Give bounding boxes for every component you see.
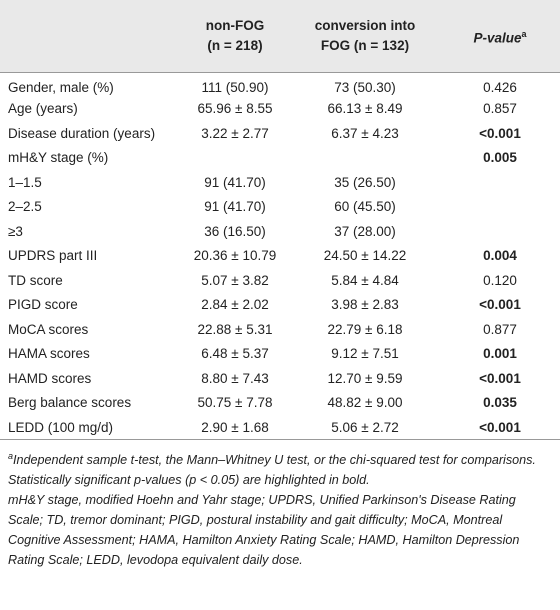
table-cell [290,146,440,171]
p-value-cell: 0.877 [483,321,517,337]
row-label: Gender, male (%) [8,80,114,95]
header-line: FOG (n = 132) [320,37,410,53]
table-cell: 3.22 ± 2.77 [201,125,269,141]
row-label: LEDD (100 mg/d) [8,419,114,435]
table-row: TD score 5.07 ± 3.82 5.84 ± 4.84 0.120 [0,268,560,293]
table-row: MoCA scores 22.88 ± 5.31 22.79 ± 6.18 0.877 [0,317,560,342]
table-cell: 22.79 ± 6.18 [327,321,403,337]
p-value-cell [440,170,560,195]
table-row: 1–1.5 91 (41.70) 35 (26.50) [0,170,560,195]
table-cell: 50.75 ± 7.78 [197,395,273,411]
table-cell: 5.06 ± 2.72 [331,419,399,435]
row-label: 1–1.5 [8,174,42,190]
footnotes: aIndependent sample t-test, the Mann–Whi… [0,440,560,570]
table-cell: 36 (16.50) [204,223,266,239]
table-cell: 5.07 ± 3.82 [201,272,269,288]
footnote: mH&Y stage, modified Hoehn and Yahr stag… [8,490,552,570]
p-value-cell: 0.857 [483,101,517,117]
table-cell: 22.88 ± 5.31 [197,321,273,337]
table-cell: 48.82 ± 9.00 [327,395,403,411]
row-label: mH&Y stage (%) [8,150,109,166]
table-row: Age (years) 65.96 ± 8.55 66.13 ± 8.49 0.857 [0,97,560,122]
table-cell: 37 (28.00) [334,223,396,239]
footnote-marker: a [8,451,14,461]
header-cell: conversion into FOG (n = 132) [290,0,440,72]
p-value-cell: <0.001 [479,419,521,435]
footnote-text: Independent sample t-test, the Mann–Whit… [8,453,536,488]
header-cell [0,0,180,72]
table-header: non-FOG (n = 218) conversion into FOG (n =… [0,0,560,72]
table-row: Disease duration (years) 3.22 ± 2.77 6.37 … [0,121,560,146]
footnote: aIndependent sample t-test, the Mann–Whi… [8,446,552,490]
p-value-cell: 0.035 [483,395,517,411]
header-cell: non-FOG (n = 218) [180,0,290,72]
footnote-marker: a [521,28,527,39]
table-row: HAMD scores 8.80 ± 7.43 12.70 ± 9.59 <0.001 [0,366,560,391]
table-row: HAMA scores 6.48 ± 5.37 9.12 ± 7.51 0.001 [0,342,560,367]
p-value-cell: <0.001 [479,125,521,141]
row-label: Age (years) [8,101,78,117]
p-value-cell: 0.426 [483,80,517,95]
row-label: MoCA scores [8,321,89,337]
table-cell: 91 (41.70) [204,199,266,215]
table-row: PIGD score 2.84 ± 2.02 3.98 ± 2.83 <0.001 [0,293,560,318]
header-row: non-FOG (n = 218) conversion into FOG (n =… [0,0,560,72]
p-value-cell: <0.001 [479,370,521,386]
p-value-cell [440,219,560,244]
table-cell: 9.12 ± 7.51 [331,346,399,362]
table-row: ≥3 36 (16.50) 37 (28.00) [0,219,560,244]
table-cell: 35 (26.50) [334,174,396,190]
table-cell: 73 (50.30) [334,80,396,95]
table-cell: 65.96 ± 8.55 [197,101,273,117]
p-value-cell: 0.001 [483,346,517,362]
table-cell: 24.50 ± 14.22 [323,248,407,264]
row-label: PIGD score [8,297,78,313]
table-row: Gender, male (%) 111 (50.90) 73 (50.30) 0.4… [0,72,560,97]
table-cell: 6.48 ± 5.37 [201,346,269,362]
p-value-cell: 0.005 [483,150,517,166]
table-cell: 2.84 ± 2.02 [201,297,269,313]
table-body: Gender, male (%) 111 (50.90) 73 (50.30) 0.4… [0,72,560,440]
table-cell: 5.84 ± 4.84 [331,272,399,288]
table-row: Berg balance scores 50.75 ± 7.78 48.82 ± 9… [0,391,560,416]
row-label: Berg balance scores [8,395,132,411]
p-value-cell: 0.120 [483,272,517,288]
table-cell: 2.90 ± 1.68 [201,419,269,435]
header-line: (n = 218) [207,37,263,53]
table-cell: 8.80 ± 7.43 [201,370,269,386]
p-value-cell [440,195,560,220]
header-line: conversion into [314,17,416,33]
row-label: TD score [8,272,63,288]
table-cell: 111 (50.90) [201,80,269,95]
table-cell: 60 (45.50) [334,199,396,215]
row-label: Disease duration (years) [8,125,156,141]
table-cell: 20.36 ± 10.79 [193,248,277,264]
table-cell: 66.13 ± 8.49 [327,101,403,117]
row-label: ≥3 [8,223,23,239]
table-cell: 91 (41.70) [204,174,266,190]
row-label: UPDRS part III [8,248,98,264]
p-value-cell: <0.001 [479,297,521,313]
footnote-text: mH&Y stage, modified Hoehn and Yahr stag… [8,493,520,568]
table-cell [180,146,290,171]
row-label: HAMA scores [8,346,90,362]
table-row: LEDD (100 mg/d) 2.90 ± 1.68 5.06 ± 2.72 <0.… [0,415,560,440]
header-text: P-value [473,30,522,45]
table-cell: 3.98 ± 2.83 [331,297,399,313]
table-row: mH&Y stage (%) 0.005 [0,146,560,171]
table-cell: 6.37 ± 4.23 [331,125,399,141]
header-line: non-FOG [205,17,265,33]
table-row: UPDRS part III 20.36 ± 10.79 24.50 ± 14.22… [0,244,560,269]
table-row: 2–2.5 91 (41.70) 60 (45.50) [0,195,560,220]
row-label: 2–2.5 [8,199,42,215]
header-cell: P-valuea [440,0,560,72]
p-value-cell: 0.004 [483,248,517,264]
data-table: non-FOG (n = 218) conversion into FOG (n =… [0,0,560,440]
row-label: HAMD scores [8,370,92,386]
table-cell: 12.70 ± 9.59 [327,370,403,386]
